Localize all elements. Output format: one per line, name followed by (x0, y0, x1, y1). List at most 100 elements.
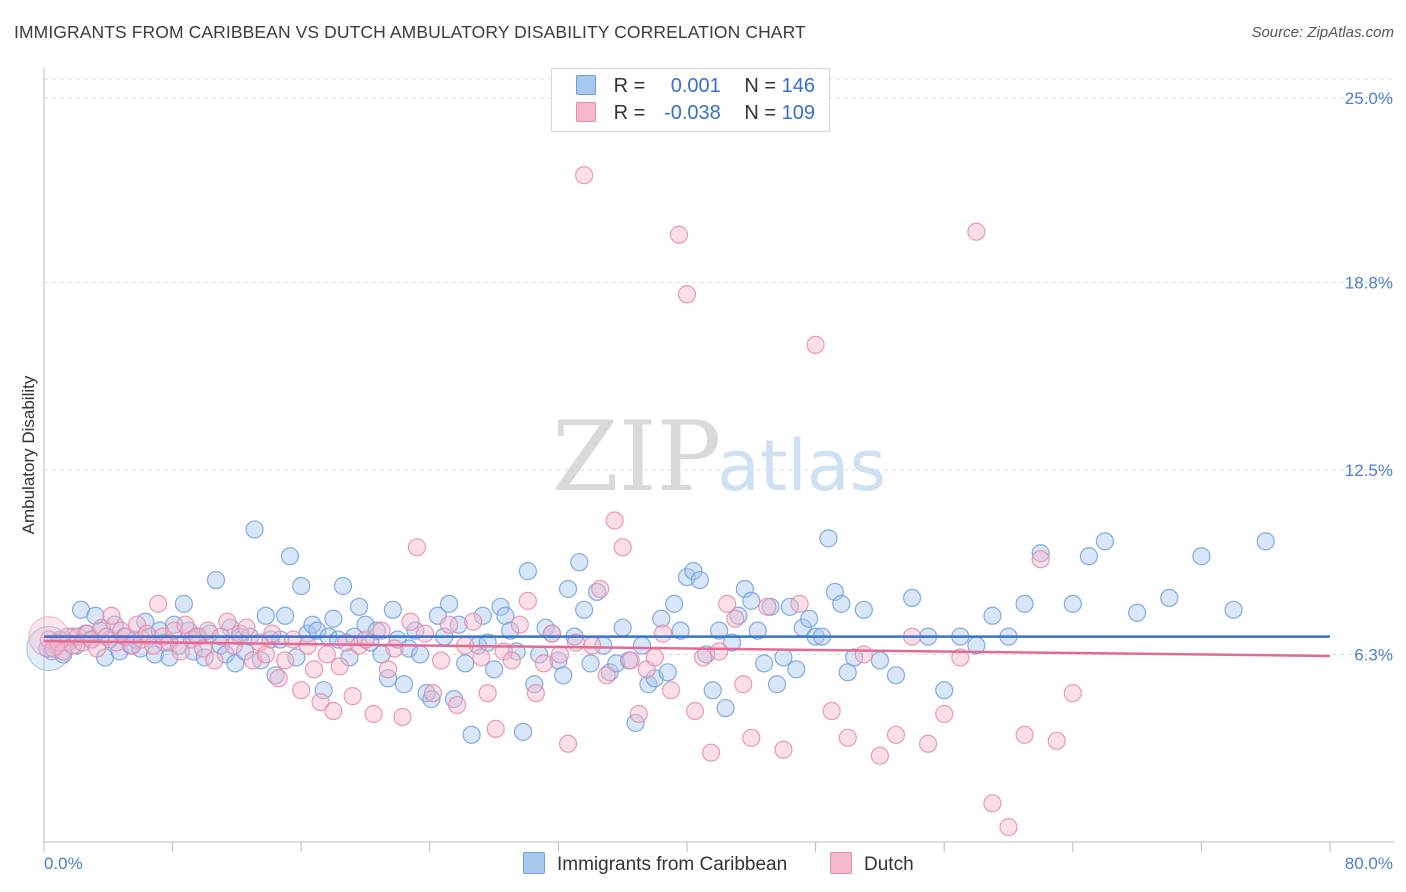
data-point-dutch (304, 660, 324, 679)
watermark-zip: ZIP (552, 401, 721, 513)
data-point-caribbean (449, 615, 468, 634)
data-point-dutch (292, 681, 311, 700)
data-point-caribbean (287, 648, 306, 667)
y-tick-labels: 6.3% 12.5% 18.8% 25.0% (1345, 89, 1393, 665)
data-point-caribbean (174, 594, 193, 613)
data-point-caribbean (226, 654, 245, 673)
data-point-dutch (378, 660, 398, 679)
data-point-dutch (407, 538, 427, 557)
data-point-caribbean (491, 597, 510, 616)
data-point-dutch (324, 701, 343, 721)
legend-row-caribbean: R = 0.001 N = 146 (576, 75, 815, 101)
data-point-caribbean (587, 582, 607, 602)
legend-swatch-dutch (576, 102, 596, 122)
data-point-dutch (838, 728, 857, 747)
data-point-dutch (269, 669, 288, 688)
data-point-caribbean (485, 660, 504, 679)
legend-label-dutch: Dutch (864, 854, 914, 875)
data-point-dutch (431, 651, 451, 670)
data-point-dutch (983, 794, 1002, 813)
data-point-caribbean (333, 576, 353, 596)
data-point-dutch (583, 636, 602, 655)
data-point-caribbean (983, 606, 1002, 625)
data-point-caribbean (1079, 547, 1098, 566)
data-point-dutch (806, 335, 825, 354)
data-point-dutch (393, 707, 412, 727)
data-point-caribbean (800, 609, 819, 628)
data-point-caribbean (819, 529, 838, 548)
data-point-dutch (486, 719, 505, 738)
data-point-dutch (854, 645, 873, 664)
data-point-dutch (276, 651, 295, 670)
data-point-dutch (597, 666, 616, 685)
data-point-caribbean (652, 609, 671, 628)
legend-r-label: R = (613, 75, 646, 97)
data-point-caribbean (554, 666, 573, 685)
data-point-dutch (726, 609, 745, 628)
legend-n-value: 109 (781, 102, 815, 124)
data-point-dutch (372, 621, 391, 640)
data-point-caribbean (456, 654, 475, 673)
data-point-caribbean (324, 609, 343, 628)
data-point-dutch (534, 654, 554, 673)
data-point-caribbean (703, 681, 722, 700)
data-point-dutch (999, 818, 1018, 837)
data-point-caribbean (935, 681, 954, 700)
legend-row-dutch: R = -0.038 N = 109 (576, 102, 815, 128)
data-point-caribbean (160, 648, 179, 667)
series-legend: Immigrants from Caribbean Dutch (0, 852, 1406, 878)
data-point-dutch (693, 648, 713, 667)
data-point-caribbean (581, 654, 600, 673)
data-point-caribbean (411, 645, 430, 664)
y-tick-label: 25.0% (1345, 89, 1393, 108)
data-point-caribbean (886, 666, 906, 685)
data-point-dutch (542, 624, 562, 643)
data-point-caribbean (314, 681, 333, 700)
data-point-dutch (401, 612, 420, 631)
data-point-dutch (518, 591, 537, 610)
data-point-caribbean (755, 654, 774, 673)
data-point-caribbean (854, 600, 873, 619)
data-point-dutch (621, 651, 640, 670)
data-point-dutch (364, 704, 383, 724)
data-point-caribbean (742, 591, 761, 610)
data-point-caribbean (600, 663, 619, 682)
data-point-dutch (790, 594, 809, 613)
data-point-caribbean (1015, 594, 1034, 613)
data-point-dutch (758, 597, 777, 616)
data-point-dutch (822, 701, 841, 721)
data-point-caribbean (1256, 532, 1275, 551)
data-point-dutch (1015, 725, 1034, 744)
legend-swatch-caribbean (576, 75, 596, 95)
data-point-caribbean (501, 621, 520, 640)
data-point-caribbean (1031, 544, 1050, 563)
legend-item-caribbean: Immigrants from Caribbean (523, 852, 787, 876)
data-point-caribbean (417, 684, 436, 703)
data-point-caribbean (513, 722, 533, 741)
data-point-dutch (718, 594, 737, 613)
data-point-caribbean (349, 597, 369, 616)
data-point-caribbean (303, 615, 322, 634)
data-point-dutch (886, 725, 906, 744)
data-point-caribbean (787, 660, 806, 679)
data-point-dutch (448, 695, 467, 715)
data-point-caribbean (1160, 588, 1179, 607)
data-point-dutch (629, 704, 648, 724)
data-point-caribbean (774, 648, 793, 667)
data-point-dutch (653, 624, 672, 643)
data-point-caribbean (383, 600, 402, 619)
watermark-atlas: atlas (717, 425, 886, 507)
data-point-caribbean (613, 618, 632, 637)
data-point-caribbean (558, 579, 578, 599)
data-point-dutch (415, 624, 435, 643)
data-point-caribbean (1095, 532, 1115, 551)
data-point-dutch (102, 606, 121, 625)
data-point-caribbean (684, 562, 703, 581)
data-point-caribbean (266, 666, 285, 685)
data-point-caribbean (356, 615, 375, 634)
legend-n-label: N = (744, 102, 777, 124)
data-point-dutch (472, 648, 491, 667)
data-point-caribbean (671, 621, 690, 640)
legend-n-label: N = (744, 75, 777, 97)
data-point-caribbean (256, 606, 275, 625)
